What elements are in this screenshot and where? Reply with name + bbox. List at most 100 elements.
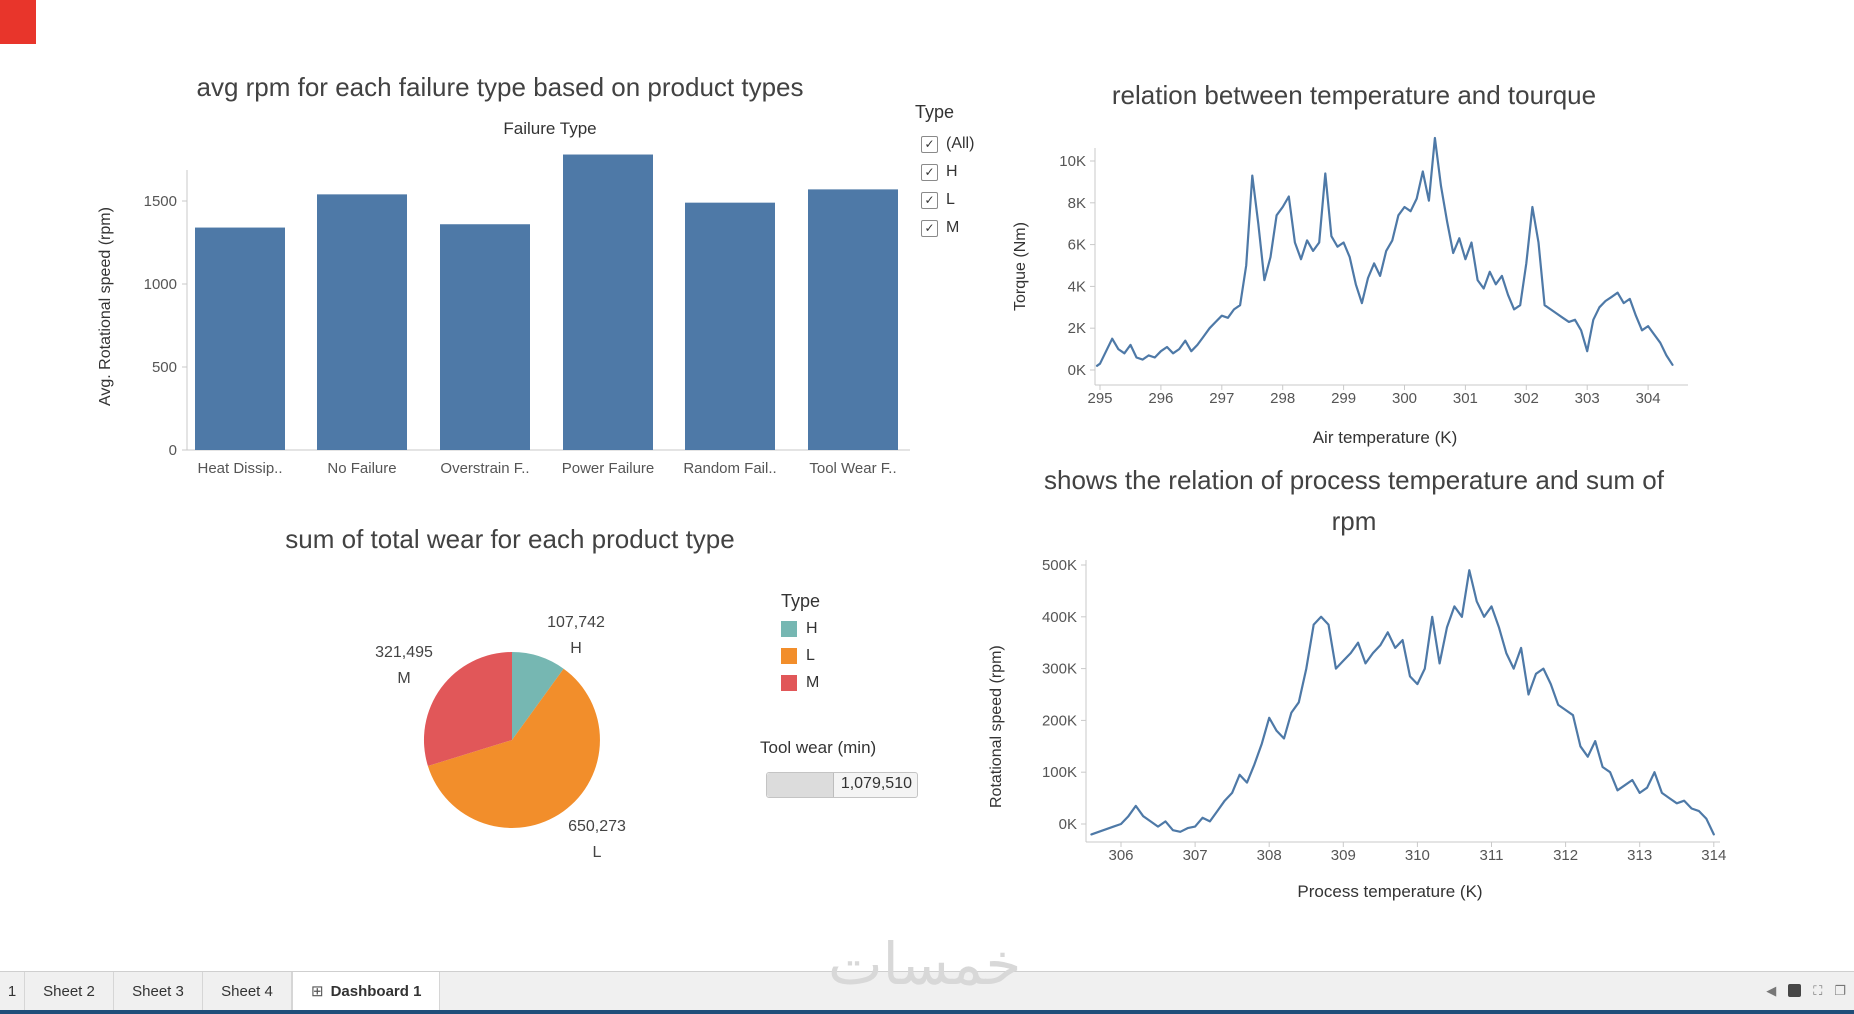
svg-text:Heat Dissip..: Heat Dissip..: [197, 460, 282, 477]
tool-wear-slider-handle[interactable]: [767, 773, 834, 797]
svg-text:500: 500: [152, 359, 177, 376]
svg-text:299: 299: [1331, 390, 1356, 407]
type-filter: ✓ (All) ✓ H ✓ L ✓ M: [921, 133, 974, 239]
rpm-y-axis-label: Rotational speed (rpm): [988, 645, 1005, 809]
svg-text:2K: 2K: [1068, 320, 1086, 337]
back-arrow-icon[interactable]: ◀: [1766, 982, 1777, 998]
pie-value-h: 107,742: [547, 614, 605, 631]
svg-text:Tool Wear F..: Tool Wear F..: [809, 460, 896, 477]
bar-chart-title: avg rpm for each failure type based on p…: [196, 72, 804, 102]
svg-text:10K: 10K: [1059, 153, 1086, 170]
svg-text:100K: 100K: [1042, 764, 1077, 781]
svg-text:311: 311: [1480, 847, 1504, 864]
filter-option-l[interactable]: ✓ L: [921, 189, 974, 211]
legend-item-l[interactable]: L: [781, 647, 819, 665]
pie-category-h: H: [570, 640, 582, 657]
fullscreen-icon[interactable]: ⛶: [1813, 982, 1823, 998]
checkbox-checked-icon[interactable]: ✓: [921, 191, 938, 209]
taskbar-strip: [0, 1010, 1854, 1014]
svg-text:Power Failure: Power Failure: [562, 460, 655, 477]
svg-text:298: 298: [1270, 390, 1295, 407]
legend-swatch-m: [781, 675, 797, 691]
svg-text:301: 301: [1453, 390, 1478, 407]
svg-text:308: 308: [1257, 847, 1282, 864]
svg-text:300: 300: [1392, 390, 1417, 407]
bar-chart-plot[interactable]: 0 500 1000 1500 Heat Dissip.. No Failure Overs…: [120, 140, 920, 485]
pie-value-m: 321,495: [375, 644, 433, 661]
tool-wear-value: 1,079,510: [840, 775, 912, 792]
corner-accent: [0, 0, 36, 44]
pie-label-m: 321,495 M: [334, 640, 474, 692]
legend-label-m: M: [806, 674, 820, 691]
filter-option-label: L: [946, 191, 955, 208]
svg-text:0: 0: [169, 442, 177, 459]
rpm-chart-title: shows the relation of process temperatur…: [1044, 465, 1664, 536]
svg-text:304: 304: [1636, 390, 1661, 407]
svg-text:296: 296: [1148, 390, 1173, 407]
legend-label-h: H: [806, 620, 818, 637]
svg-text:0K: 0K: [1059, 816, 1077, 833]
checkbox-checked-icon[interactable]: ✓: [921, 219, 938, 237]
tool-wear-filter-title: Tool wear (min): [760, 738, 877, 757]
svg-text:303: 303: [1575, 390, 1600, 407]
filter-option-m[interactable]: ✓ M: [921, 217, 974, 239]
svg-text:Overstrain F..: Overstrain F..: [440, 460, 529, 477]
pie-category-m: M: [397, 670, 411, 687]
filled-square-icon[interactable]: [1788, 984, 1802, 997]
filter-option-label: H: [946, 163, 958, 180]
rpm-x-axis-label: Process temperature (K): [1297, 882, 1483, 901]
svg-text:1000: 1000: [144, 276, 177, 293]
tab-sheet-3[interactable]: Sheet 3: [114, 972, 203, 1011]
tab-partial[interactable]: 1: [0, 972, 25, 1011]
svg-text:313: 313: [1627, 847, 1652, 864]
svg-text:302: 302: [1514, 390, 1539, 407]
svg-text:No Failure: No Failure: [327, 460, 396, 477]
svg-text:400K: 400K: [1042, 609, 1077, 626]
legend-item-h[interactable]: H: [781, 620, 819, 638]
legend-item-m[interactable]: M: [781, 674, 819, 692]
bar-y-axis-label: Avg. Rotational speed (rpm): [97, 207, 114, 407]
type-filter-title: Type: [915, 102, 955, 122]
torque-line-chart-plot[interactable]: 0K 2K 4K 6K 8K 10K 295 296 297 298 299 300 301 302 303…: [1040, 130, 1740, 430]
filter-option-label: (All): [946, 135, 975, 152]
svg-text:200K: 200K: [1042, 712, 1077, 729]
dashboard-grid-icon: ⊞: [311, 983, 324, 1000]
svg-text:300K: 300K: [1042, 661, 1077, 678]
legend-swatch-l: [781, 648, 797, 664]
legend-swatch-h: [781, 621, 797, 637]
window-icon[interactable]: ❐: [1834, 982, 1846, 998]
checkbox-checked-icon[interactable]: ✓: [921, 163, 938, 181]
svg-text:Random Fail..: Random Fail..: [683, 460, 776, 477]
svg-text:310: 310: [1405, 847, 1430, 864]
pie-chart-plot[interactable]: [404, 632, 620, 848]
svg-text:500K: 500K: [1042, 557, 1077, 574]
svg-text:4K: 4K: [1068, 278, 1086, 295]
pie-category-l: L: [592, 844, 602, 861]
pie-label-h: 107,742 H: [506, 610, 646, 662]
torque-y-axis-label: Torque (Nm): [1012, 222, 1029, 312]
filter-option-all[interactable]: ✓ (All): [921, 133, 974, 155]
tab-sheet-4[interactable]: Sheet 4: [203, 972, 292, 1011]
svg-text:312: 312: [1553, 847, 1578, 864]
svg-text:0K: 0K: [1068, 362, 1086, 379]
svg-text:307: 307: [1183, 847, 1208, 864]
svg-text:297: 297: [1209, 390, 1234, 407]
tab-bar-controls: ◀ ⛶ ❐: [1766, 971, 1846, 1010]
filter-option-h[interactable]: ✓ H: [921, 161, 974, 183]
checkbox-checked-icon[interactable]: ✓: [921, 135, 938, 153]
tab-sheet-2[interactable]: Sheet 2: [25, 972, 114, 1011]
svg-text:6K: 6K: [1068, 237, 1086, 254]
tool-wear-slider[interactable]: 1,079,510: [766, 772, 918, 798]
svg-text:1500: 1500: [144, 193, 177, 210]
pie-chart-title: sum of total wear for each product type: [285, 524, 735, 554]
tab-dashboard-1[interactable]: ⊞ Dashboard 1: [292, 972, 441, 1011]
bar-x-axis-title: Failure Type: [503, 119, 597, 138]
rpm-line-chart-plot[interactable]: 0K 100K 200K 300K 400K 500K 306 307 308 309 310 311…: [1040, 550, 1750, 880]
torque-chart-title: relation between temperature and tourque: [1111, 80, 1597, 110]
torque-x-axis-label: Air temperature (K): [1312, 428, 1458, 447]
svg-text:314: 314: [1701, 847, 1726, 864]
pie-legend: H L M: [781, 620, 819, 692]
svg-text:309: 309: [1331, 847, 1356, 864]
tab-label: Dashboard 1: [330, 983, 422, 1000]
legend-label-l: L: [806, 647, 815, 664]
